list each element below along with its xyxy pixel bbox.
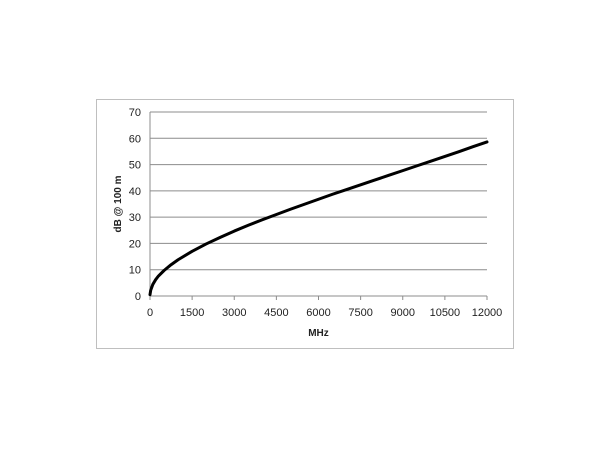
y-tick-label: 20 (129, 238, 141, 250)
x-tick-label: 0 (147, 307, 153, 319)
axes (149, 112, 487, 297)
x-tick-label: 7500 (348, 307, 372, 319)
y-tick-label: 70 (129, 107, 141, 119)
chart-frame (96, 99, 514, 349)
x-tick-label: 12000 (472, 307, 503, 319)
x-tick-labels: 0 1500 3000 4500 6000 7500 9000 10500 12000 (147, 296, 502, 319)
y-tick-label: 60 (129, 133, 141, 145)
x-tick-label: 4500 (264, 307, 288, 319)
y-tick-label: 40 (129, 186, 141, 198)
x-tick-label: 1500 (180, 307, 204, 319)
y-tick-label: 0 (135, 291, 141, 303)
series-group (148, 140, 489, 297)
x-axis-title: MHz (308, 328, 329, 339)
y-tick-label: 30 (129, 212, 141, 224)
y-tick-label: 50 (129, 160, 141, 172)
x-tick-label: 6000 (306, 307, 330, 319)
y-axis-title: dB @ 100 m (113, 175, 124, 232)
y-tick-label: 10 (129, 265, 141, 277)
x-tick-label: 10500 (430, 307, 461, 319)
y-tick-labels: 0 10 20 30 40 50 60 70 (129, 107, 141, 303)
series-line-0 (148, 140, 489, 297)
x-tick-label: 3000 (222, 307, 246, 319)
x-tick-label: 9000 (391, 307, 415, 319)
